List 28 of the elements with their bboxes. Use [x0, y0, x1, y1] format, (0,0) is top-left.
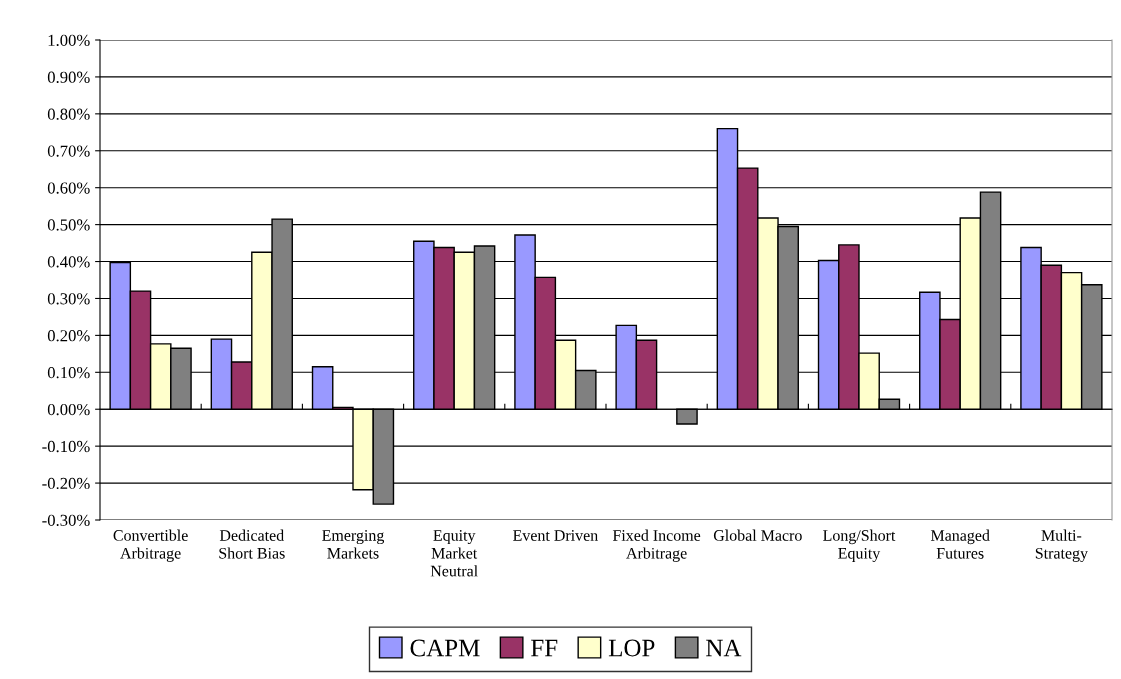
x-tick-label: Emerging Markets: [322, 530, 385, 559]
y-tick-label: -0.10%: [42, 440, 90, 453]
y-tick-label: 0.20%: [47, 330, 90, 342]
y-tick-label: 0.30%: [47, 293, 90, 305]
x-tick-label: Convertible Arbitrage: [113, 529, 188, 562]
y-tick-label: 0.90%: [47, 71, 90, 83]
y-tick-label: -0.20%: [42, 477, 90, 490]
x-tick-label: Multi-Strategy: [1035, 529, 1088, 562]
y-tick-label: 0.70%: [47, 145, 90, 157]
x-tick-label: Event Driven: [513, 530, 598, 541]
x-tick-label: Global Macro: [713, 529, 802, 541]
x-tick-label: Long/Short Equity: [823, 529, 896, 562]
x-tick-label: Fixed Income Arbitrage: [612, 529, 701, 562]
y-tick-label: 0.80%: [47, 108, 90, 120]
x-tick-label: Equity Market Neutral: [430, 530, 478, 577]
y-tick-label: 0.00%: [47, 403, 90, 416]
y-tick-label: 0.50%: [47, 219, 90, 231]
x-tick-label: Dedicated Short Bias: [219, 529, 285, 559]
legend-label: NA: [706, 639, 742, 657]
y-tick-label: 0.60%: [47, 182, 90, 194]
y-tick-label: -0.30%: [42, 514, 90, 527]
x-tick-label: Managed Futures: [930, 529, 990, 559]
y-tick-label: 0.10%: [47, 367, 90, 379]
legend-label: CAPM: [410, 639, 480, 657]
y-tick-label: 0.40%: [47, 256, 90, 268]
y-tick-label: 1.00%: [48, 34, 90, 47]
legend-label: FF: [531, 639, 558, 657]
legend-label: LOP: [608, 639, 655, 657]
